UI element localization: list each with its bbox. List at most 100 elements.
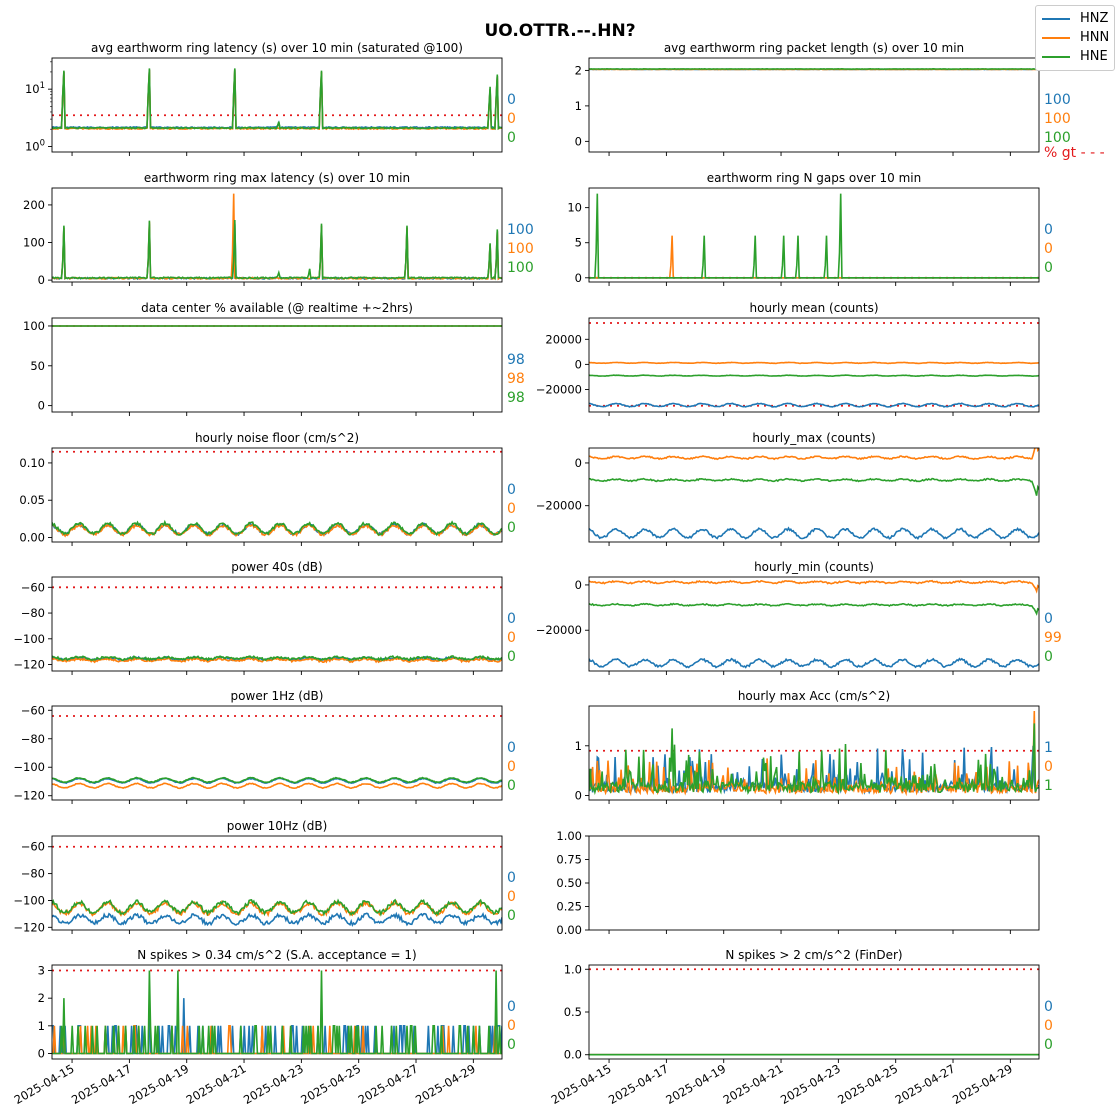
y-tick-label: −100 <box>13 632 45 646</box>
pct-label: 0 <box>1044 222 1053 238</box>
panel-p2: avg earthworm ring packet length (s) ove… <box>575 41 1105 161</box>
panel-title: data center % available (@ realtime +~2h… <box>141 301 413 315</box>
pct-label: 1 <box>1044 778 1053 794</box>
pct-label: 0 <box>507 130 516 146</box>
y-tick-label: 0 <box>38 273 45 287</box>
y-tick-label: 0.25 <box>556 900 582 914</box>
panel-p5: data center % available (@ realtime +~2h… <box>23 301 525 416</box>
y-tick-label: −60 <box>21 840 45 854</box>
pct-label: 0 <box>1044 1037 1053 1053</box>
y-tick-label: 2 <box>38 991 45 1005</box>
pct-label: 100 <box>507 222 534 238</box>
x-tick-label: 2025-04-25 <box>298 1061 363 1107</box>
legend-swatch-hnz <box>1042 18 1070 20</box>
series-line-hnz <box>52 223 502 281</box>
axes-frame <box>51 835 503 931</box>
y-tick-label: −100 <box>13 893 45 907</box>
series-line-hnz <box>589 657 1039 669</box>
x-tick-label: 2025-04-27 <box>893 1061 958 1107</box>
y-tick-label: 20000 <box>545 332 582 346</box>
y-tick-label: −80 <box>21 606 45 620</box>
pct-label: 0 <box>507 740 516 756</box>
x-tick-label: 2025-04-17 <box>69 1061 134 1107</box>
x-tick-label: 2025-04-23 <box>241 1061 306 1107</box>
pct-label: 0 <box>1044 611 1053 627</box>
series-line-hnz <box>589 526 1039 540</box>
pct-label: 0 <box>507 92 516 108</box>
y-tick-label: 0.0 <box>564 1048 582 1062</box>
panel-p1: avg earthworm ring latency (s) over 10 m… <box>25 41 516 156</box>
axes-frame <box>588 57 1040 153</box>
y-tick-label: 200 <box>23 198 45 212</box>
axes-frame <box>588 447 1040 543</box>
series-line-hnn <box>52 69 502 131</box>
pct-label: 98 <box>507 390 525 406</box>
x-tick-label: 2025-04-23 <box>778 1061 843 1107</box>
panel-title: hourly noise floor (cm/s^2) <box>195 431 359 445</box>
figure-title: UO.OTTR.--.HN? <box>484 21 635 41</box>
pct-label: 0 <box>1044 241 1053 257</box>
x-tick-label: 2025-04-21 <box>184 1061 249 1107</box>
axes-frame <box>588 964 1040 1060</box>
y-tick-label: 0.75 <box>556 853 582 867</box>
x-tick-label: 2025-04-15 <box>549 1061 614 1107</box>
y-tick-label: −20000 <box>536 623 582 637</box>
panel-title: N spikes > 2 cm/s^2 (FinDer) <box>725 948 902 962</box>
axes-frame <box>588 317 1040 413</box>
panel-title: hourly mean (counts) <box>749 301 878 315</box>
y-tick-label: −120 <box>13 920 45 934</box>
panel-p7: hourly noise floor (cm/s^2) 0.00 0.05 0.10 0… <box>19 431 516 546</box>
pct-label: 98 <box>507 371 525 387</box>
panel-title: earthworm ring max latency (s) over 10 m… <box>144 171 410 185</box>
panel-p12: hourly max Acc (cm/s^2) 0 1 1 0 1 <box>575 689 1053 804</box>
y-tick-label: 3 <box>38 964 45 978</box>
y-tick-label: 10 <box>567 201 582 215</box>
y-tick-label: 0.00 <box>19 531 45 545</box>
pct-label: 100 <box>1044 92 1071 108</box>
panel-p10: hourly_min (counts) −20000 0 0 99 0 <box>536 560 1062 675</box>
pct-label: 0 <box>507 111 516 127</box>
series-line-hne <box>589 193 1039 279</box>
panel-p15: N spikes > 0.34 cm/s^2 (S.A. acceptance … <box>12 948 516 1107</box>
pct-label: 0 <box>507 611 516 627</box>
series-line-hnn <box>589 361 1039 365</box>
x-tick-label: 2025-04-19 <box>663 1061 728 1107</box>
pct-label: 0 <box>507 1018 516 1034</box>
axes-frame <box>588 835 1040 931</box>
series-line-hnn <box>589 235 1039 279</box>
axes-frame <box>51 964 503 1060</box>
pct-label: 0 <box>507 520 516 536</box>
legend-swatch-hne <box>1042 56 1070 58</box>
panel-title: hourly_max (counts) <box>752 431 875 445</box>
panel-p8: hourly_max (counts) −20000 0 <box>536 431 1040 546</box>
axes-frame <box>588 705 1040 801</box>
y-tick-label: 1.00 <box>556 829 582 843</box>
y-tick-label: 1 <box>38 1019 45 1033</box>
series-line-hne <box>589 374 1039 378</box>
pct-label: 1 <box>1044 740 1053 756</box>
x-tick-label: 2025-04-25 <box>835 1061 900 1107</box>
x-tick-label: 2025-04-29 <box>950 1061 1015 1107</box>
y-tick-label: 100 <box>23 319 45 333</box>
series-line-hnn <box>52 193 502 281</box>
panel-p4: earthworm ring N gaps over 10 min 0 5 10 0 0 0 <box>567 171 1053 286</box>
series-line-hne <box>589 723 1039 796</box>
panel-p13: power 10Hz (dB) −120 −100 −80 −60 0 0 0 <box>13 819 516 934</box>
y-tick-label: 101 <box>25 81 45 96</box>
series-line-hnn <box>52 656 502 664</box>
panel-title: hourly max Acc (cm/s^2) <box>738 689 890 703</box>
y-tick-label: −20000 <box>536 382 582 396</box>
axes-frame <box>51 57 503 153</box>
legend-item-hnn: HNN <box>1042 29 1112 47</box>
series-line-hnz <box>52 69 502 130</box>
y-tick-label: 0 <box>575 456 582 470</box>
axes-frame <box>51 576 503 672</box>
y-tick-label: −20000 <box>536 499 582 513</box>
series-line-hnn <box>589 579 1039 594</box>
pct-label: 0 <box>1044 1018 1053 1034</box>
legend-label-hnz: HNZ <box>1080 11 1109 26</box>
y-tick-label: −120 <box>13 789 45 803</box>
pct-label: 0 <box>507 759 516 775</box>
pct-label: 100 <box>1044 130 1071 146</box>
y-tick-label: 0.05 <box>19 493 45 507</box>
